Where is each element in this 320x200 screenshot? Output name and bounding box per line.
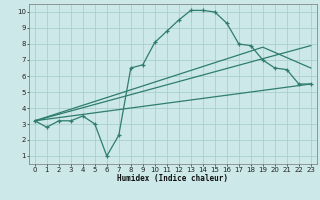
X-axis label: Humidex (Indice chaleur): Humidex (Indice chaleur) [117, 174, 228, 183]
